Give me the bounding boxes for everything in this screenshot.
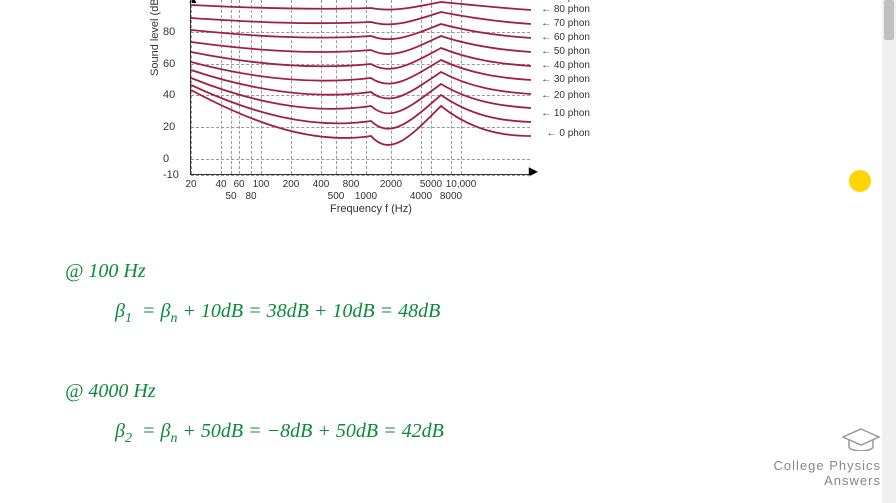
annotation-4000hz-label: @ 4000 Hz [65, 380, 156, 403]
phon-label: ← 0 phon [547, 128, 590, 139]
loudness-curve [191, 70, 531, 99]
loudness-curve [191, 24, 531, 39]
x-tick-label: 40 [215, 179, 226, 190]
x-tick-label: 100 [253, 179, 270, 190]
watermark-logo: College Physics Answers [774, 427, 882, 488]
y-tick-label: 40 [163, 89, 175, 101]
cursor-highlight-dot [849, 170, 871, 192]
loudness-curve [191, 12, 531, 24]
scrollbar-track[interactable] [882, 0, 896, 503]
phon-label: ← 90 phon [541, 0, 590, 3]
scrollbar-thumb[interactable] [884, 0, 894, 40]
x-tick-label: 50 [225, 191, 236, 202]
loudness-curve [191, 2, 531, 10]
watermark-text-1: College Physics [774, 458, 882, 473]
y-axis-title: Sound level (dB) [149, 0, 161, 76]
x-tick-label: 1000 [355, 191, 377, 202]
x-tick-label: 60 [233, 179, 244, 190]
x-tick-label: 4000 [410, 191, 432, 202]
y-tick-label: 0 [163, 153, 169, 165]
graduation-cap-icon [841, 427, 881, 451]
annotation-equation-1: β1 = βn + 10dB = 38dB + 10dB = 48dB [115, 300, 440, 327]
phon-label: ← 80 phon [541, 4, 590, 15]
loudness-curve [191, 60, 531, 84]
phon-label: ← 40 phon [541, 60, 590, 71]
loudness-curve [191, 36, 531, 54]
phon-label: ← 50 phon [541, 46, 590, 57]
watermark-text-2: Answers [774, 473, 882, 488]
phon-label: ← 10 phon [541, 108, 590, 119]
x-tick-label: 5000 [420, 179, 442, 190]
y-tick-label: 80 [163, 26, 175, 38]
x-tick-label: 800 [343, 179, 360, 190]
x-tick-label: 20 [185, 179, 196, 190]
loudness-curve [191, 78, 531, 113]
x-tick-label: 200 [283, 179, 300, 190]
phon-label: ← 20 phon [541, 90, 590, 101]
x-tick-label: 400 [313, 179, 330, 190]
y-tick-label: 60 [163, 58, 175, 70]
x-axis-title: Frequency f (Hz) [330, 203, 412, 215]
loudness-curve [191, 90, 531, 145]
annotation-equation-2: β2 = βn + 50dB = −8dB + 50dB = 42dB [115, 420, 444, 447]
x-tick-label: 500 [328, 191, 345, 202]
y-tick-label: -10 [163, 169, 179, 181]
equal-loudness-chart: Sound level (dB) Frequency f (Hz) ▲ ▶ -1… [150, 0, 600, 210]
x-tick-label: 10,000 [446, 179, 477, 190]
loudness-curves [191, 0, 531, 175]
phon-label: ← 70 phon [541, 18, 590, 29]
x-tick-label: 2000 [380, 179, 402, 190]
x-tick-label: 80 [245, 191, 256, 202]
grid-line-horizontal [191, 175, 530, 176]
phon-label: ← 60 phon [541, 32, 590, 43]
chart-plot-area: ▲ ▶ -10020406080 20406010020040080020005… [190, 0, 530, 175]
y-tick-label: 20 [163, 121, 175, 133]
annotation-100hz-label: @ 100 Hz [65, 260, 146, 283]
phon-label: ← 30 phon [541, 74, 590, 85]
x-tick-label: 8000 [440, 191, 462, 202]
